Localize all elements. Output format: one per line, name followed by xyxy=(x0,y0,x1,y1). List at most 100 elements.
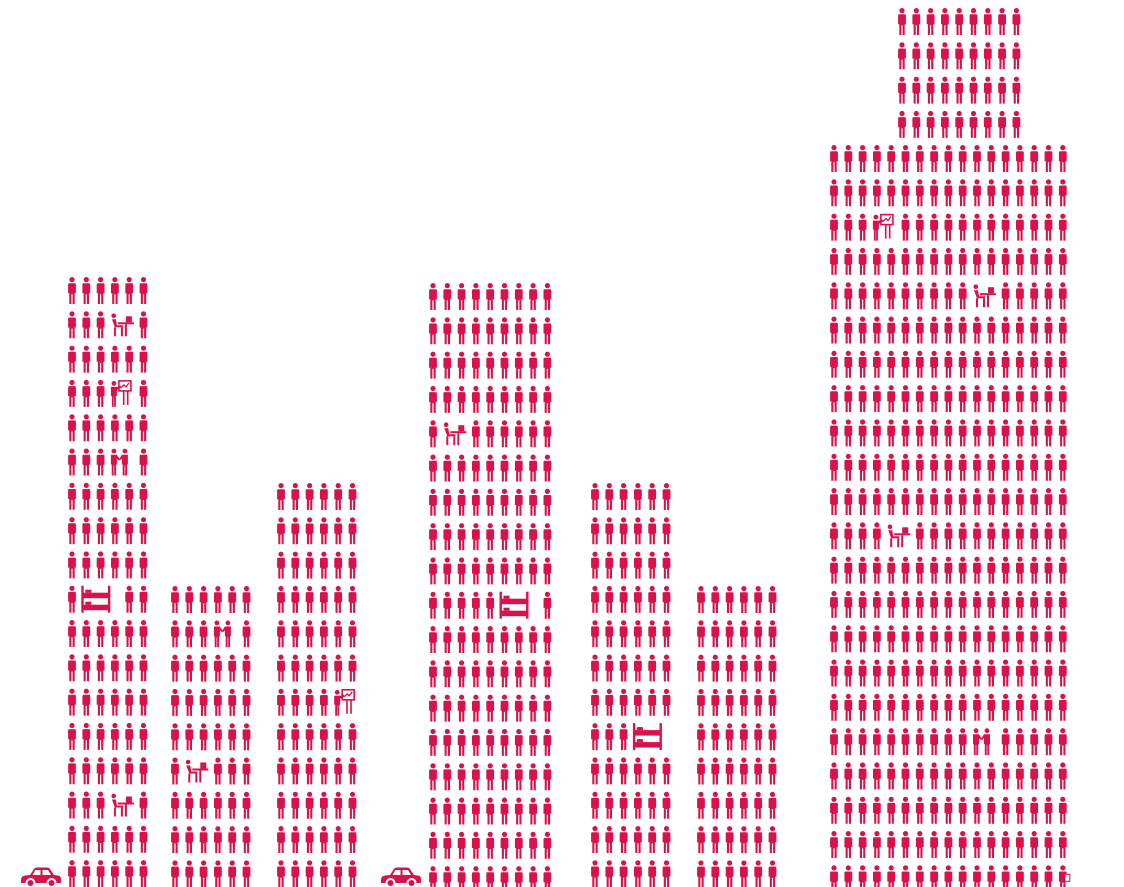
person-icon xyxy=(1059,282,1067,309)
person-icon xyxy=(887,591,895,618)
person-icon xyxy=(486,592,494,619)
person-icon xyxy=(515,626,523,653)
person-icon xyxy=(945,728,953,755)
person-icon xyxy=(844,557,852,584)
person-icon xyxy=(185,620,193,647)
person-icon xyxy=(529,455,537,482)
person-icon xyxy=(769,586,777,613)
person-icon xyxy=(429,832,437,859)
person-icon xyxy=(140,380,148,407)
person-icon xyxy=(429,317,437,344)
person-icon xyxy=(605,826,613,853)
person-icon xyxy=(544,592,552,619)
person-icon xyxy=(1002,488,1010,515)
person-icon xyxy=(1016,145,1024,172)
person-icon xyxy=(1016,797,1024,824)
person-icon xyxy=(472,283,480,310)
person-icon xyxy=(1045,214,1053,241)
person-icon xyxy=(1030,248,1038,275)
person-icon xyxy=(726,620,734,647)
person-icon xyxy=(472,763,480,790)
person-icon xyxy=(214,586,222,613)
person-icon xyxy=(1016,831,1024,858)
person-icon xyxy=(873,522,881,549)
person-icon xyxy=(927,8,935,35)
person-icon xyxy=(68,586,76,613)
person-icon xyxy=(228,860,236,887)
person-icon xyxy=(902,385,910,412)
person-icon xyxy=(605,689,613,716)
desk-worker-icon xyxy=(186,760,209,783)
person-icon xyxy=(648,586,656,613)
person-icon xyxy=(930,762,938,789)
person-icon xyxy=(1002,625,1010,652)
person-icon xyxy=(769,758,777,785)
person-icon xyxy=(228,689,236,716)
person-icon xyxy=(697,723,705,750)
person-icon xyxy=(973,454,981,481)
person-icon xyxy=(320,689,328,716)
person-icon xyxy=(902,282,910,309)
person-icon xyxy=(987,248,995,275)
person-icon xyxy=(458,763,466,790)
person-icon xyxy=(97,860,105,887)
person-icon xyxy=(902,557,910,584)
person-icon xyxy=(291,586,299,613)
person-icon xyxy=(515,763,523,790)
person-icon xyxy=(930,248,938,275)
person-icon xyxy=(243,723,251,750)
person-icon xyxy=(529,866,537,887)
person-icon xyxy=(1030,660,1038,687)
person-icon xyxy=(1045,179,1053,206)
person-icon xyxy=(711,723,719,750)
person-icon xyxy=(486,832,494,859)
person-icon xyxy=(648,860,656,887)
person-icon xyxy=(529,317,537,344)
person-icon xyxy=(472,420,480,447)
person-icon xyxy=(959,762,967,789)
person-icon xyxy=(902,831,910,858)
person-icon xyxy=(214,792,222,819)
person-icon xyxy=(591,655,599,682)
person-icon xyxy=(987,557,995,584)
person-icon xyxy=(443,866,451,887)
person-icon xyxy=(1002,317,1010,344)
person-icon xyxy=(111,826,119,853)
person-icon xyxy=(916,454,924,481)
person-icon xyxy=(697,655,705,682)
person-icon xyxy=(243,689,251,716)
person-icon xyxy=(941,8,949,35)
person-icon xyxy=(458,523,466,550)
person-icon xyxy=(663,826,671,853)
person-icon xyxy=(82,620,90,647)
person-icon xyxy=(544,729,552,756)
person-icon xyxy=(959,625,967,652)
person-icon xyxy=(887,282,895,309)
person-icon xyxy=(769,620,777,647)
person-icon xyxy=(887,557,895,584)
person-icon xyxy=(1016,248,1024,275)
person-icon xyxy=(1045,625,1053,652)
person-icon xyxy=(306,860,314,887)
person-icon xyxy=(501,283,509,310)
person-icon xyxy=(228,655,236,682)
person-icon xyxy=(902,591,910,618)
person-icon xyxy=(1045,865,1053,887)
person-icon xyxy=(277,655,285,682)
person-icon xyxy=(82,826,90,853)
person-icon xyxy=(591,689,599,716)
person-icon xyxy=(844,145,852,172)
person-icon xyxy=(82,277,90,304)
person-icon xyxy=(754,826,762,853)
person-icon xyxy=(605,792,613,819)
person-icon xyxy=(472,832,480,859)
person-icon xyxy=(1030,865,1038,887)
person-icon xyxy=(443,557,451,584)
person-icon xyxy=(1002,762,1010,789)
person-icon xyxy=(591,757,599,784)
person-icon xyxy=(515,420,523,447)
person-icon xyxy=(486,866,494,887)
desk-worker-icon xyxy=(111,314,133,337)
person-icon xyxy=(591,586,599,613)
person-icon xyxy=(529,420,537,447)
